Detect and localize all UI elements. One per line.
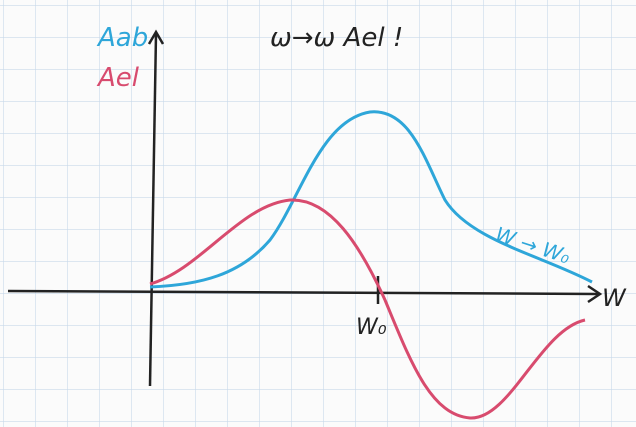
sketch: ω→ω Ael ! Aab Ael W → W₀ W W₀ [0,0,636,427]
grid-paper [0,0,636,427]
legend-label: Ael [96,63,140,93]
title: ω→ω Ael ! [270,23,403,53]
x-axis-label: W [602,284,627,312]
page: {"title": "ω→ω Ael !", "legend": [{"labe… [0,0,636,427]
legend-label: Aab [96,23,148,53]
x-mark-label: W₀ [356,315,387,340]
